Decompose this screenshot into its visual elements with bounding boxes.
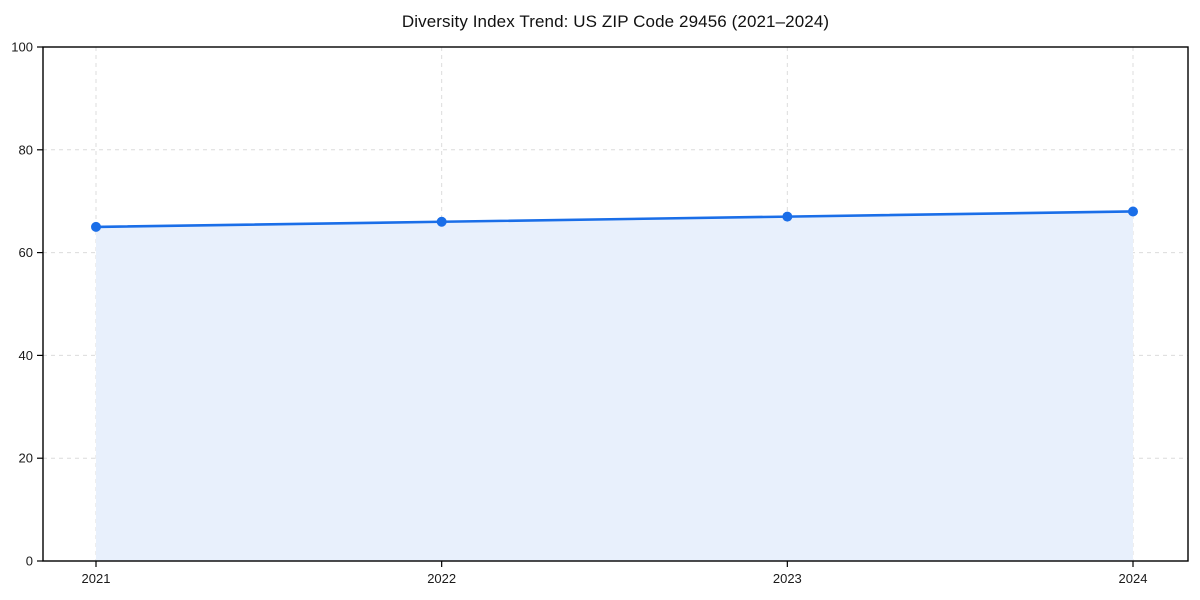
y-tick-label: 60	[19, 245, 33, 260]
data-point-marker	[782, 211, 793, 222]
chart-title: Diversity Index Trend: US ZIP Code 29456…	[401, 12, 830, 31]
y-tick-label: 80	[19, 142, 33, 157]
y-tick-label: 0	[26, 554, 33, 569]
plot-frame	[42, 46, 1189, 562]
y-tick-label: 20	[19, 451, 33, 466]
x-tick-label: 2021	[82, 571, 111, 586]
data-point-marker	[1128, 206, 1138, 217]
x-tick-label: 2024	[1119, 571, 1148, 586]
data-point-marker	[91, 221, 101, 232]
y-tick-label: 100	[11, 40, 33, 55]
series-line	[94, 210, 1135, 229]
area-fill	[96, 211, 1133, 562]
y-tick-label: 40	[19, 348, 33, 363]
data-point-marker	[436, 216, 447, 227]
x-tick-label: 2022	[427, 571, 456, 586]
x-tick-label: 2023	[773, 571, 802, 586]
